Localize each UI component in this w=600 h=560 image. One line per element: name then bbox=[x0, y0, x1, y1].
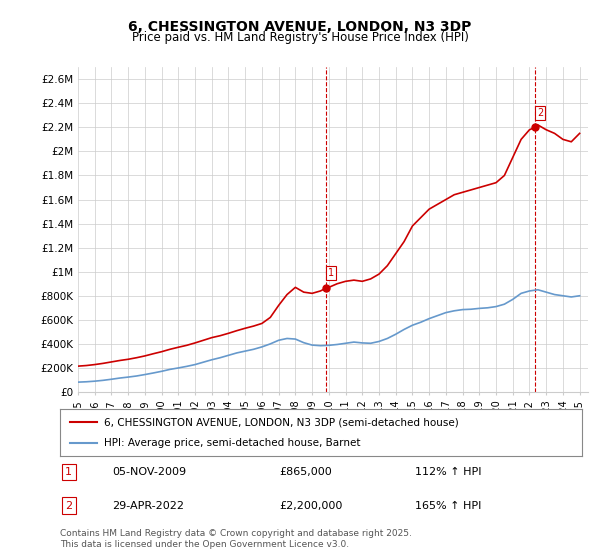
Text: £865,000: £865,000 bbox=[279, 467, 332, 477]
Text: 6, CHESSINGTON AVENUE, LONDON, N3 3DP: 6, CHESSINGTON AVENUE, LONDON, N3 3DP bbox=[128, 20, 472, 34]
Text: 165% ↑ HPI: 165% ↑ HPI bbox=[415, 501, 481, 511]
Text: HPI: Average price, semi-detached house, Barnet: HPI: Average price, semi-detached house,… bbox=[104, 438, 361, 448]
Text: 112% ↑ HPI: 112% ↑ HPI bbox=[415, 467, 481, 477]
Text: Price paid vs. HM Land Registry's House Price Index (HPI): Price paid vs. HM Land Registry's House … bbox=[131, 31, 469, 44]
Text: 1: 1 bbox=[65, 467, 72, 477]
Text: 6, CHESSINGTON AVENUE, LONDON, N3 3DP (semi-detached house): 6, CHESSINGTON AVENUE, LONDON, N3 3DP (s… bbox=[104, 417, 459, 427]
Text: Contains HM Land Registry data © Crown copyright and database right 2025.
This d: Contains HM Land Registry data © Crown c… bbox=[60, 529, 412, 549]
Text: 05-NOV-2009: 05-NOV-2009 bbox=[112, 467, 187, 477]
Text: 2: 2 bbox=[65, 501, 73, 511]
Text: £2,200,000: £2,200,000 bbox=[279, 501, 343, 511]
Text: 1: 1 bbox=[328, 268, 334, 278]
Text: 2: 2 bbox=[537, 108, 543, 118]
Text: 29-APR-2022: 29-APR-2022 bbox=[112, 501, 184, 511]
